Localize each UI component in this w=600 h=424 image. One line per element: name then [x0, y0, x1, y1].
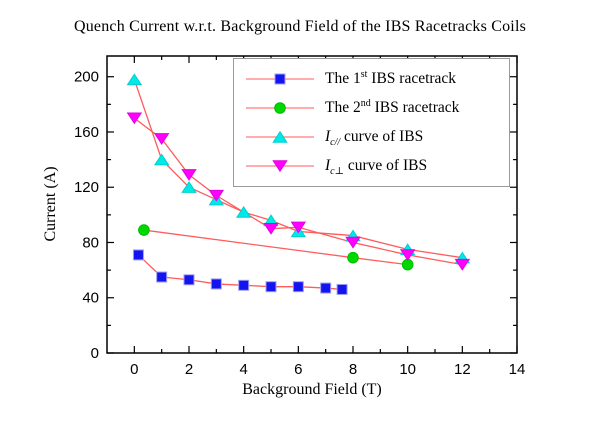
series-line-1 [143, 229, 408, 266]
data-point-marker [320, 282, 332, 294]
data-point-marker [272, 131, 288, 143]
legend-item-label: The 1st IBS racetrack [325, 68, 457, 87]
x-tick-label: 12 [454, 361, 471, 378]
data-point-marker [208, 189, 225, 202]
legend-triangle-up-marker-sample [246, 131, 314, 143]
x-tick-label: 2 [185, 361, 193, 378]
series-line-2 [133, 79, 463, 259]
data-point-marker [126, 73, 143, 86]
x-tick-label: 8 [349, 361, 357, 378]
x-tick-label: 6 [294, 361, 302, 378]
data-point-marker [138, 224, 150, 236]
data-point-marker [132, 249, 144, 261]
data-point-marker [274, 102, 286, 114]
data-point-marker [347, 251, 359, 264]
data-point-marker [272, 160, 288, 173]
legend-item-label: The 2nd IBS racetrack [325, 97, 460, 116]
data-point-marker [238, 279, 250, 291]
data-point-marker [183, 274, 195, 286]
legend-square-marker-sample [246, 73, 314, 85]
data-point-marker [290, 221, 307, 234]
data-point-marker [345, 236, 361, 249]
data-point-marker [265, 281, 277, 293]
data-point-marker [153, 153, 170, 166]
legend-triangle-down-marker-sample [246, 160, 314, 173]
data-point-marker [210, 278, 222, 290]
data-point-marker [235, 205, 252, 218]
data-point-marker [399, 249, 416, 262]
data-point-marker [181, 169, 197, 181]
y-tick-label: 80 [82, 234, 99, 251]
legend: The 1st IBS racetrack The 2nd IBS racetr… [233, 58, 510, 187]
x-tick-label: 14 [509, 361, 526, 378]
data-point-marker [336, 283, 348, 295]
legend-item-label: Ic// curve of IBS [325, 128, 424, 149]
data-point-marker [292, 281, 304, 293]
legend-item-label: Ic⊥ curve of IBS [325, 157, 428, 178]
legend-item: Ic⊥ curve of IBS [244, 153, 509, 179]
legend-item: Ic// curve of IBS [244, 124, 509, 150]
data-point-marker [153, 133, 170, 145]
y-tick-labels: 0 40 80 120 160 200 [74, 69, 99, 362]
legend-item: The 2nd IBS racetrack [244, 95, 509, 121]
legend-circle-marker-sample [246, 102, 314, 114]
data-point-marker [263, 222, 279, 235]
data-point-marker [156, 271, 168, 283]
x-axis-label: Background Field (T) [242, 381, 382, 398]
data-point-marker [274, 73, 286, 85]
data-point-marker [181, 181, 197, 193]
y-tick-label: 160 [74, 124, 99, 141]
y-axis-label: Current (A) [42, 166, 59, 242]
y-tick-label: 120 [74, 179, 99, 196]
y-tick-label: 40 [82, 290, 99, 307]
y-tick-label: 0 [91, 345, 99, 362]
legend-item: The 1st IBS racetrack [244, 66, 509, 92]
x-tick-label: 10 [399, 361, 416, 378]
x-tick-labels: 0 2 4 6 8 10 12 14 [130, 361, 525, 378]
x-tick-label: 0 [130, 361, 138, 378]
chart-title: Quench Current w.r.t. Background Field o… [73, 18, 527, 35]
plot-frame [106, 55, 518, 354]
y-tick-label: 200 [74, 69, 99, 86]
x-tick-label: 4 [239, 361, 247, 378]
data-point-marker [126, 112, 143, 125]
data-point-marker [454, 258, 471, 271]
